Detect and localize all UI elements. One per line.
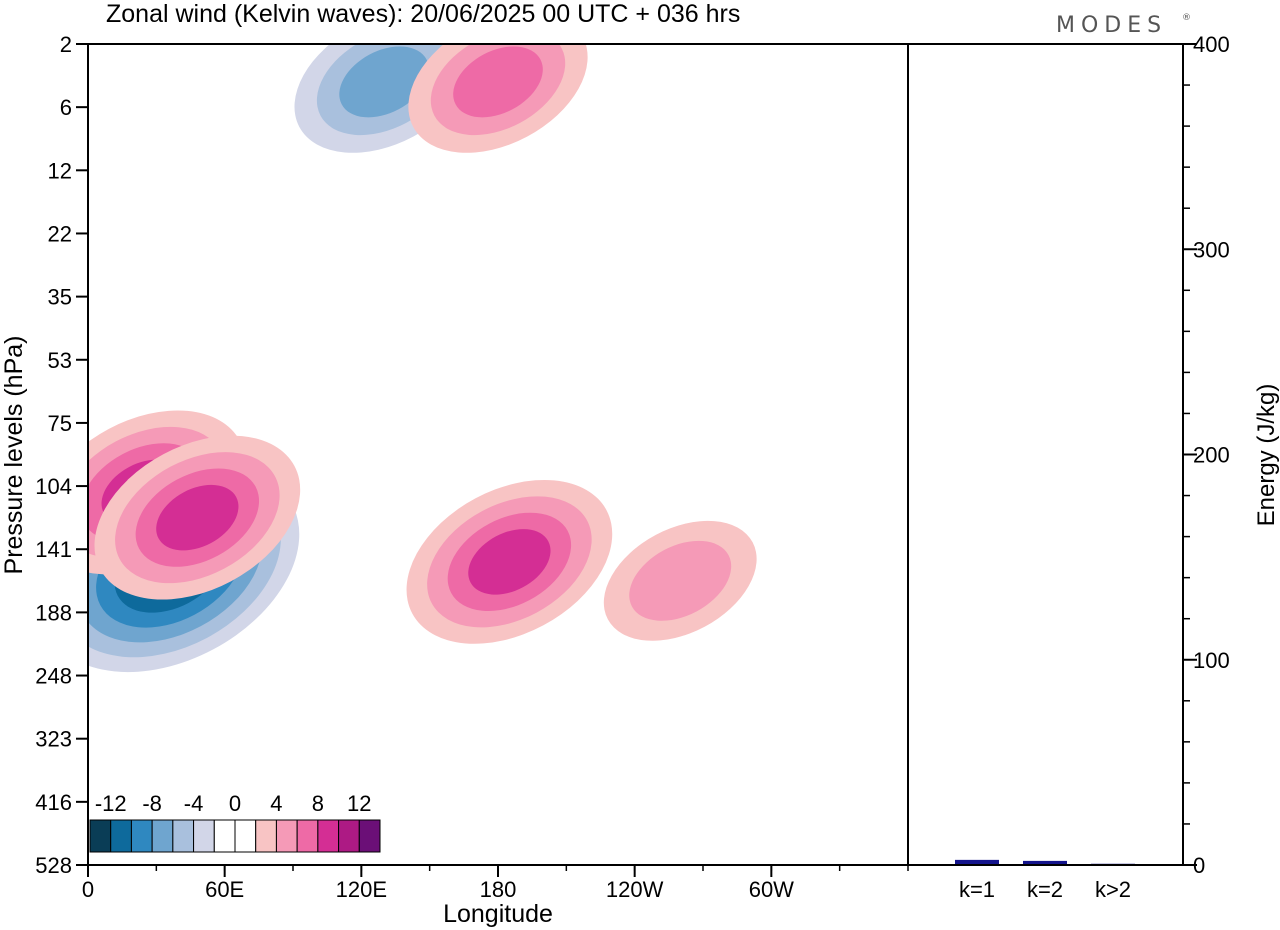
colorbar-swatch	[172, 819, 195, 853]
x-axis-label: Longitude	[443, 900, 553, 928]
y-tick-label: 53	[48, 348, 72, 373]
heatmap-panel: -12 -8 -4 0 4 8 12 0 60E 120E 180 120W 60W 2 6 12 22 35…	[0, 32, 909, 928]
energy-panel: k=1 k=2 k>2 0 100 200 300 400 Energy (J/kg)	[907, 32, 1280, 902]
x-tick-label: 60W	[749, 877, 794, 902]
wind-feature	[408, 44, 588, 153]
x-tick-label: 180	[480, 877, 517, 902]
colorbar-swatch	[130, 819, 153, 853]
colorbar-swatch	[193, 819, 215, 853]
energy-y-tick-label: 0	[1193, 853, 1205, 878]
y-tick-label: 528	[35, 853, 72, 878]
wind-feature	[94, 435, 301, 600]
y-tick-label: 22	[48, 221, 72, 246]
colorbar-tick-label: -8	[142, 791, 162, 816]
colorbar-swatch	[338, 819, 360, 853]
colorbar: -12 -8 -4 0 4 8 12	[88, 782, 382, 854]
energy-y-tick-label: 300	[1193, 237, 1230, 262]
x-axis: 0 60E 120E 180 120W 60W	[82, 865, 909, 902]
y-tick-label: 416	[35, 790, 72, 815]
energy-category-label: k=1	[959, 877, 995, 902]
energy-bar	[955, 859, 999, 865]
colorbar-swatch	[275, 819, 298, 853]
colorbar-swatch	[255, 819, 277, 853]
y-tick-label: 104	[35, 474, 72, 499]
y-tick-label: 12	[48, 158, 72, 183]
colorbar-tick-label: 8	[312, 791, 324, 816]
y-tick-label: 323	[35, 727, 72, 752]
colorbar-swatch	[89, 819, 112, 853]
energy-axis-label: Energy (J/kg)	[1253, 384, 1280, 527]
energy-y-tick-label: 400	[1193, 32, 1230, 57]
x-tick-label: 120W	[606, 877, 664, 902]
brand-registered-mark: ®	[1182, 13, 1197, 23]
colorbar-swatch	[151, 819, 174, 853]
x-tick-label: 120E	[336, 877, 387, 902]
colorbar-swatch	[110, 819, 132, 853]
colorbar-tick-label: 4	[270, 791, 282, 816]
energy-bar	[1023, 860, 1067, 865]
colorbar-tick-label: 0	[229, 791, 241, 816]
y-tick-label: 141	[35, 537, 72, 562]
x-tick-label: 0	[82, 877, 94, 902]
colorbar-tick-label: -12	[95, 791, 127, 816]
colorbar-swatch	[234, 819, 257, 853]
wind-contour-band	[629, 540, 732, 621]
colorbar-swatch	[296, 819, 319, 853]
colorbar-swatch	[317, 819, 340, 853]
y-tick-label: 2	[60, 32, 72, 57]
y-tick-label: 6	[60, 95, 72, 120]
brand-logo: MODES	[1056, 13, 1167, 38]
colorbar-swatch	[358, 819, 381, 853]
energy-y-axis: 0 100 200 300 400	[1183, 32, 1230, 878]
chart-title: Zonal wind (Kelvin waves): 20/06/2025 00…	[106, 0, 740, 28]
colorbar-tick-label: 12	[347, 791, 371, 816]
wind-feature	[603, 520, 757, 641]
energy-frame	[907, 43, 1184, 866]
energy-category-label: k>2	[1095, 877, 1131, 902]
y-tick-label: 248	[35, 664, 72, 689]
y-tick-label: 75	[48, 411, 72, 436]
wind-contour-band	[156, 484, 239, 551]
energy-x-axis: k=1 k=2 k>2	[959, 877, 1131, 902]
energy-y-tick-label: 100	[1193, 648, 1230, 673]
colorbar-tick-label: -4	[184, 791, 204, 816]
energy-y-tick-label: 200	[1193, 443, 1230, 468]
wind-contour-band	[339, 46, 429, 118]
heatmap-fill	[88, 44, 757, 673]
energy-category-label: k=2	[1027, 877, 1063, 902]
x-tick-label: 60E	[205, 877, 244, 902]
wind-contour-band	[453, 46, 543, 118]
y-tick-label: 188	[35, 600, 72, 625]
wind-feature	[406, 479, 613, 644]
colorbar-swatch	[213, 819, 236, 853]
y-axis-label: Pressure levels (hPa)	[0, 336, 28, 575]
y-axis: 2 6 12 22 35 53 75 104 141 188 248 323 416 528	[35, 32, 88, 878]
wind-contour-band	[468, 529, 551, 595]
y-tick-label: 35	[48, 285, 72, 310]
